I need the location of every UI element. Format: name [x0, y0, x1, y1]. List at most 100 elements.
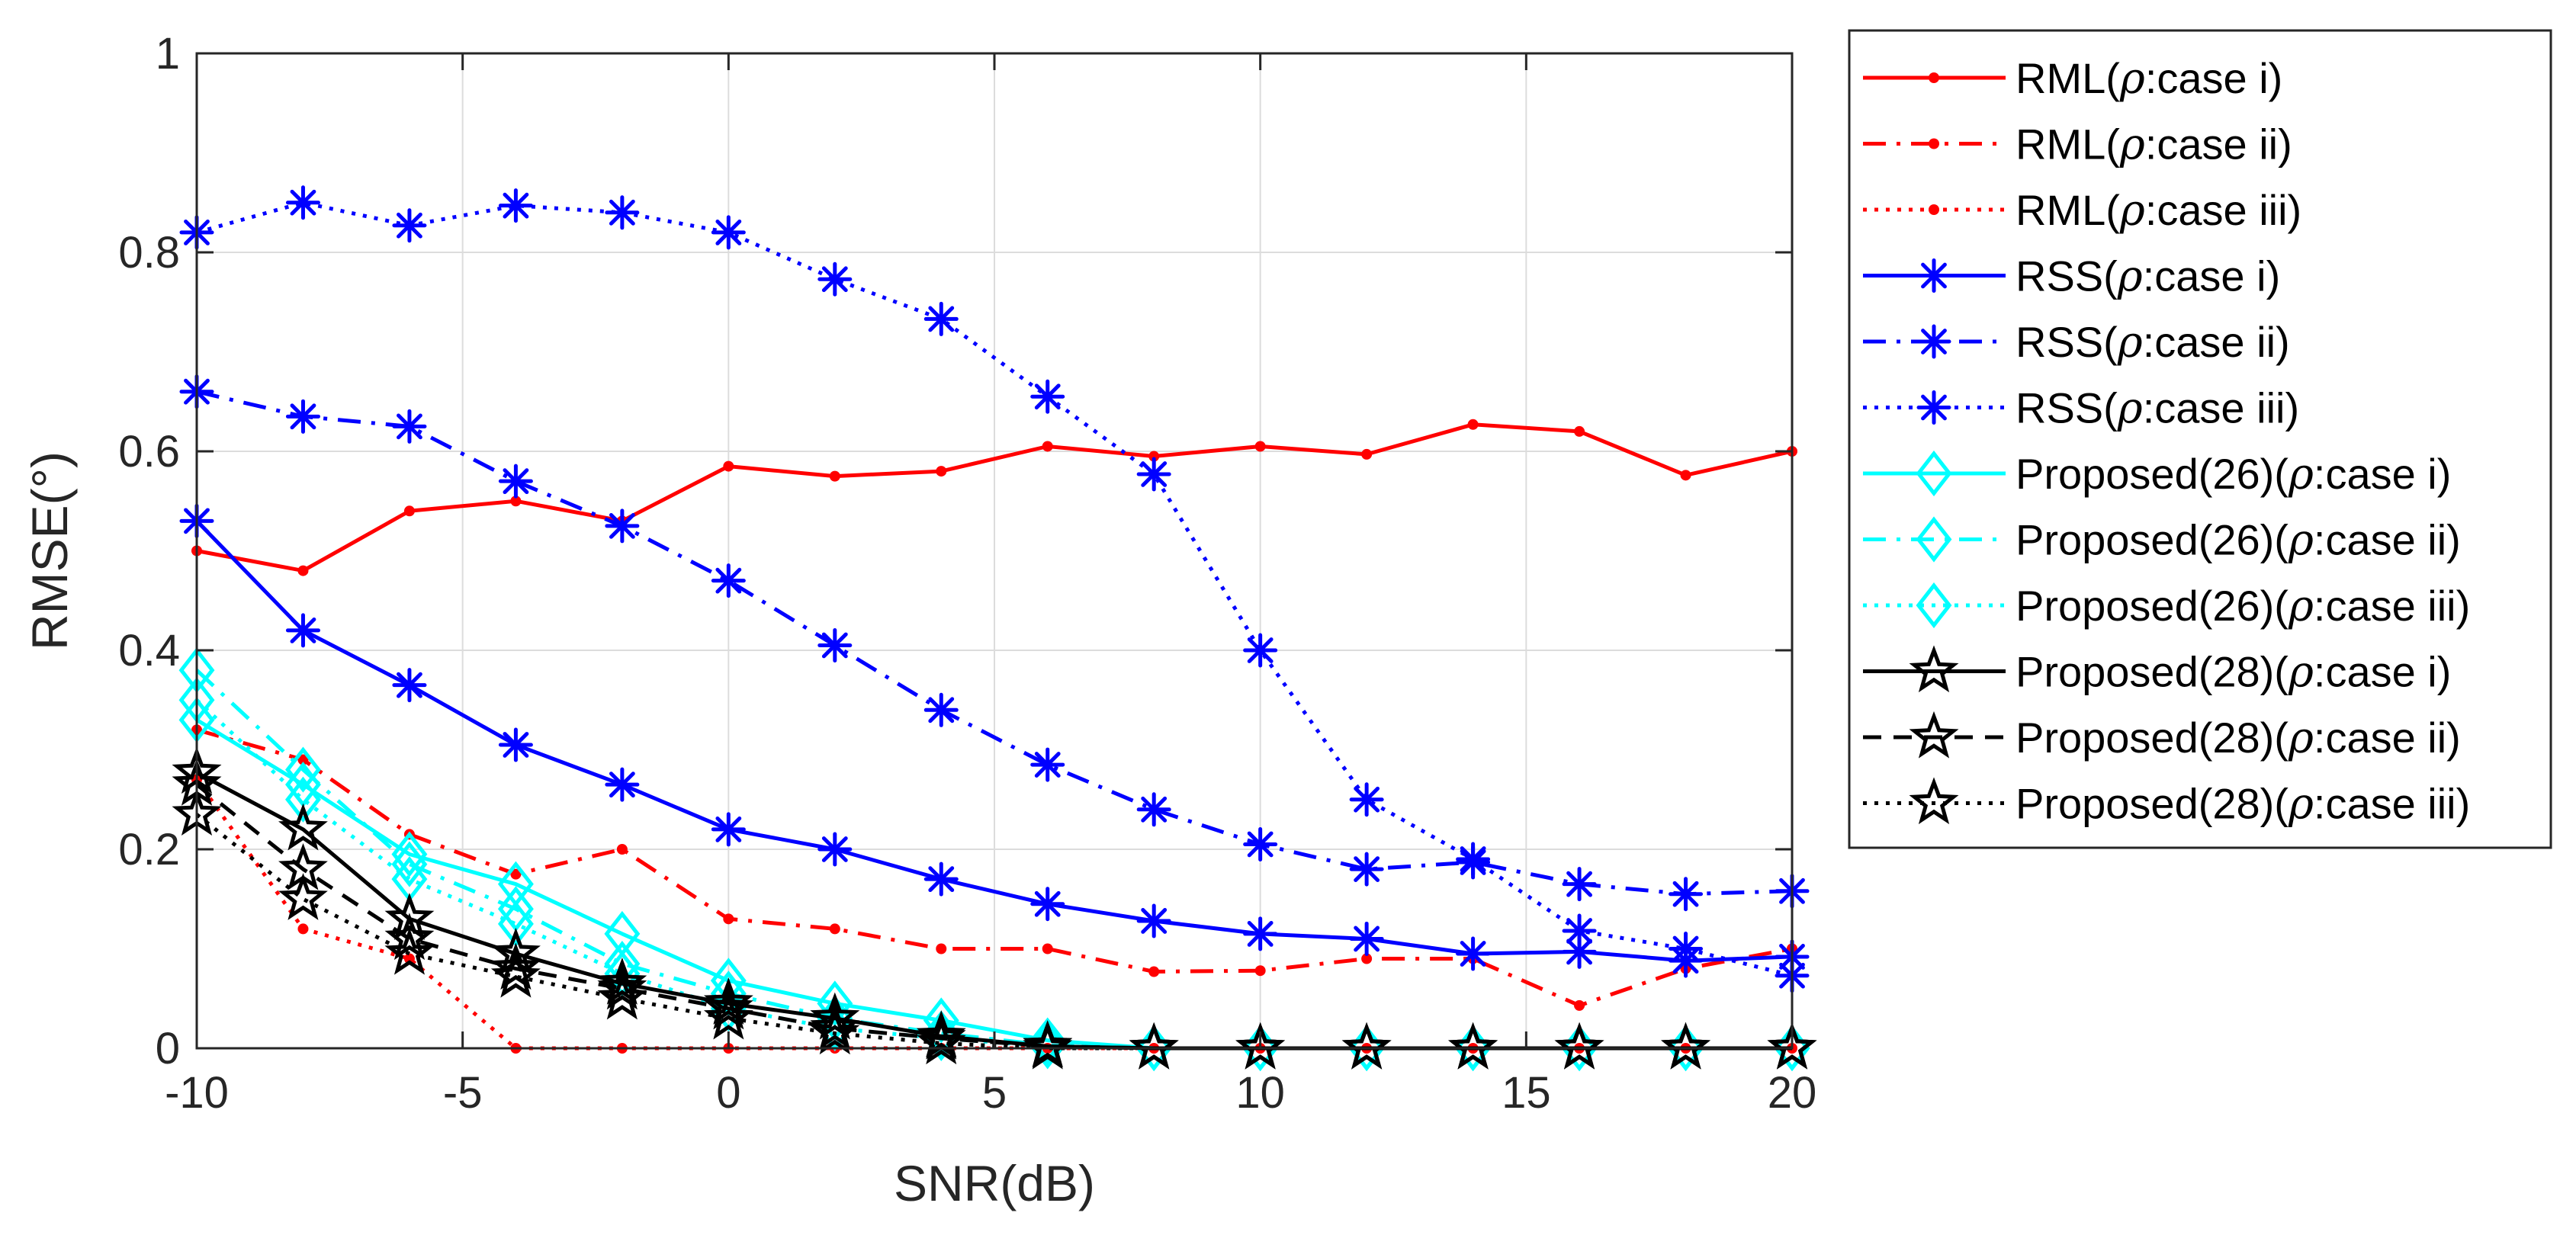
data-point — [810, 1007, 860, 1055]
data-point — [711, 812, 746, 847]
x-tick-label: 20 — [1768, 1068, 1817, 1118]
legend-label: RML(ρ:case i) — [2016, 54, 2282, 104]
legend-marker — [1916, 450, 1952, 497]
data-point — [285, 399, 320, 434]
series-line — [195, 519, 1793, 963]
x-tick-label: -5 — [443, 1068, 483, 1118]
data-point — [498, 188, 533, 223]
data-point — [1023, 1022, 1073, 1070]
data-point — [1361, 448, 1373, 460]
data-point — [1030, 379, 1065, 414]
legend-entry: RSS(ρ:case iii) — [1863, 384, 2299, 434]
legend-label: Proposed(26)(ρ:case iii) — [2016, 582, 2470, 631]
legend-label-suffix: :case i) — [2314, 450, 2452, 498]
data-point — [498, 727, 533, 762]
rho-symbol: ρ — [2288, 516, 2314, 566]
x-tick-label: 15 — [1502, 1068, 1551, 1118]
legend-entry: Proposed(28)(ρ:case iii) — [1863, 777, 2470, 829]
data-point — [916, 1012, 966, 1060]
data-point — [1767, 1022, 1817, 1070]
data-point — [1030, 887, 1065, 922]
legend-label-suffix: :case iii) — [2145, 186, 2301, 234]
data-point — [392, 409, 427, 444]
legend-label-prefix: RSS( — [2016, 252, 2118, 300]
data-point — [1554, 1022, 1604, 1070]
legend-marker — [1916, 516, 1952, 563]
grid-lines — [196, 53, 1793, 1049]
data-point — [1235, 1022, 1286, 1070]
data-point — [1680, 470, 1691, 481]
legend-label: Proposed(26)(ρ:case ii) — [2016, 516, 2461, 566]
y-axis-label: RMSE(°) — [21, 451, 78, 650]
data-point — [278, 803, 328, 851]
data-point — [1349, 782, 1384, 817]
data-point — [297, 565, 309, 576]
data-point — [605, 767, 640, 802]
data-point — [810, 1002, 860, 1050]
rho-symbol: ρ — [2117, 252, 2143, 302]
rho-symbol: ρ — [2117, 384, 2143, 434]
legend-entry: RML(ρ:case i) — [1863, 54, 2282, 104]
data-point — [1341, 1022, 1392, 1070]
data-point — [923, 861, 959, 897]
data-point — [829, 923, 840, 935]
series-5 — [179, 374, 1810, 912]
data-point — [1467, 419, 1479, 430]
y-tick-label: 0 — [156, 1024, 180, 1073]
data-point — [597, 972, 647, 1020]
series-line — [195, 669, 1792, 1051]
data-point — [703, 992, 753, 1040]
legend-label: Proposed(28)(ρ:case iii) — [2016, 780, 2470, 829]
legend-label-prefix: RSS( — [2016, 318, 2118, 366]
legend-label-prefix: Proposed(28)( — [2016, 648, 2289, 696]
data-point — [1136, 457, 1171, 492]
legend-label-suffix: :case i) — [2314, 648, 2452, 696]
data-point — [403, 953, 415, 964]
data-point — [1029, 1017, 1066, 1064]
legend-label-suffix: :case iii) — [2143, 384, 2299, 432]
data-point — [1574, 425, 1585, 437]
legend-label-suffix: :case ii) — [2143, 318, 2290, 366]
data-point — [829, 470, 840, 482]
data-point — [1562, 934, 1597, 969]
legend-label-suffix: :case ii) — [2145, 120, 2292, 168]
data-point — [711, 215, 746, 250]
legend-marker — [1929, 204, 1939, 215]
data-point — [391, 841, 428, 887]
data-point — [1448, 1022, 1498, 1070]
legend-label: RSS(ρ:case i) — [2016, 252, 2280, 302]
y-tick-label: 0.8 — [118, 228, 180, 278]
data-point — [510, 496, 522, 507]
x-tick-label: 5 — [982, 1068, 1007, 1118]
legend-label-prefix: Proposed(26)( — [2016, 450, 2289, 498]
legend-label: RSS(ρ:case iii) — [2016, 384, 2299, 434]
data-point — [1042, 441, 1053, 452]
legend-label-prefix: RSS( — [2016, 384, 2118, 432]
legend-entry: Proposed(26)(ρ:case ii) — [1863, 516, 2461, 566]
data-point — [1361, 953, 1373, 964]
legend-marker — [1909, 711, 1959, 759]
y-tick-label: 0.4 — [118, 626, 180, 675]
y-tick-label: 1 — [156, 29, 180, 79]
data-point — [490, 927, 541, 975]
data-point — [1456, 842, 1491, 877]
legend-label-prefix: RML( — [2016, 186, 2120, 234]
legend-label-suffix: :case ii) — [2314, 714, 2461, 762]
data-point — [703, 977, 753, 1025]
rho-symbol: ρ — [2288, 714, 2314, 763]
legend-label: Proposed(28)(ρ:case i) — [2016, 648, 2451, 698]
data-point — [1349, 852, 1384, 887]
data-point — [1136, 903, 1171, 938]
data-point — [1574, 999, 1585, 1011]
data-point — [1669, 877, 1704, 912]
legend-marker — [1916, 258, 1951, 293]
data-point — [1562, 913, 1597, 948]
legend-label: Proposed(26)(ρ:case i) — [2016, 450, 2451, 499]
data-point — [278, 873, 328, 920]
data-point — [605, 195, 640, 230]
legend-label-prefix: Proposed(28)( — [2016, 714, 2289, 762]
data-point — [817, 261, 853, 297]
legend-label-suffix: :case iii) — [2314, 582, 2470, 630]
data-point — [1254, 441, 1266, 452]
data-point — [490, 950, 541, 998]
